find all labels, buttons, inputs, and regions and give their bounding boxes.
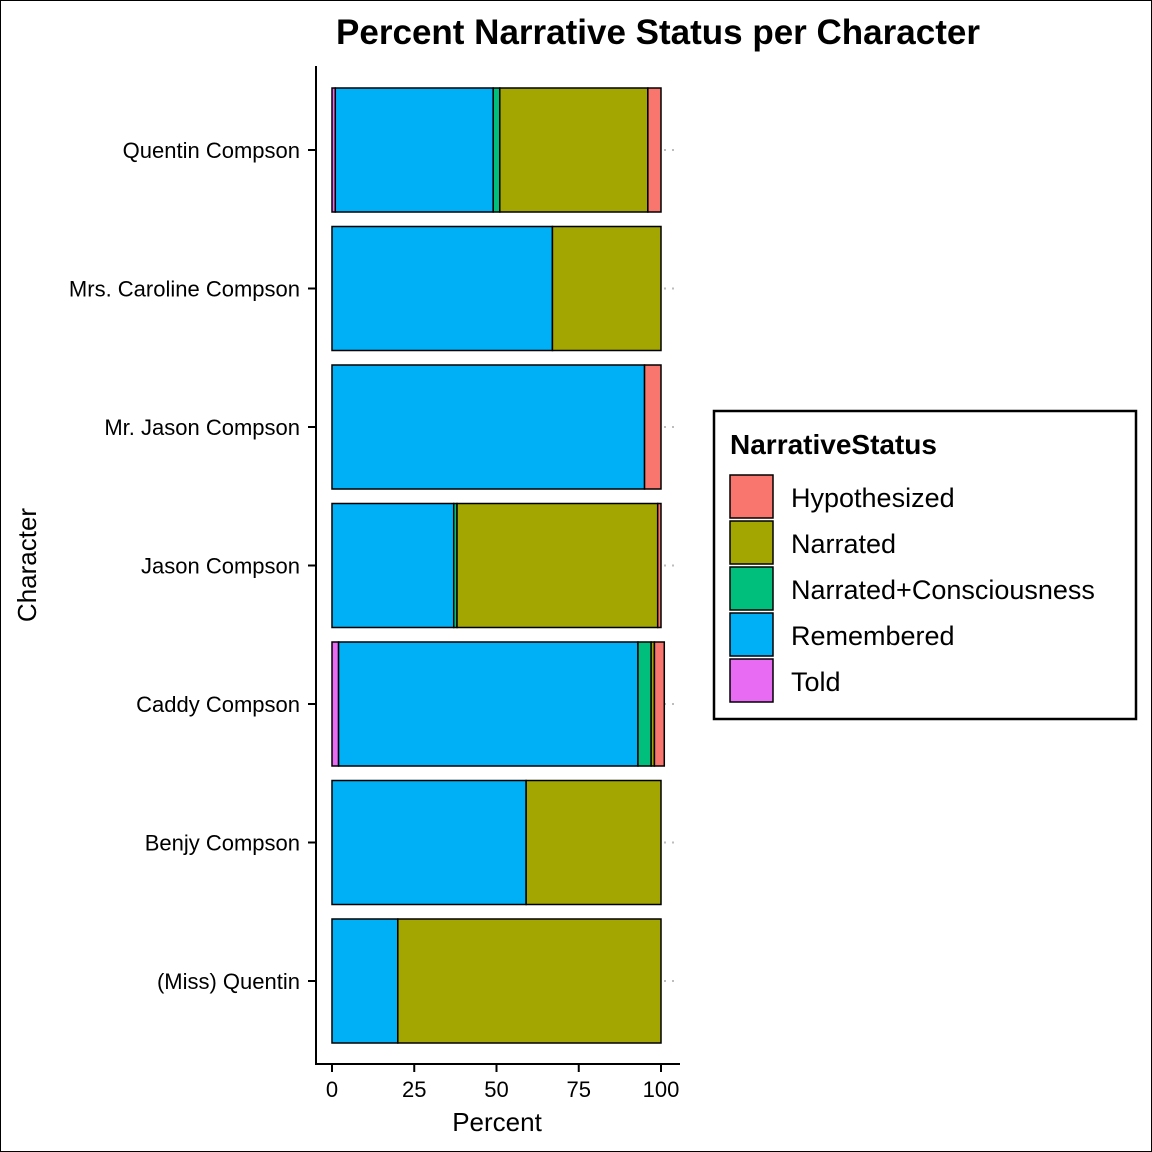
legend-title: NarrativeStatus <box>730 429 937 460</box>
bar-segment <box>334 87 494 213</box>
x-ticks-layer: 0 25 50 75 100 <box>326 1064 679 1102</box>
legend-label: Remembered <box>791 621 955 651</box>
bar-segment <box>656 502 662 629</box>
x-tick-label: 25 <box>402 1077 426 1102</box>
x-tick-label: 100 <box>643 1077 680 1102</box>
legend-label: Hypothesized <box>791 483 955 513</box>
bar-segment <box>337 641 639 767</box>
bar-segment <box>331 779 527 906</box>
y-tick-label: Jason Compson <box>141 554 300 579</box>
y-tick-label: Mr. Jason Compson <box>104 415 300 440</box>
bar-segment <box>397 918 662 1044</box>
y-tick-label: Caddy Compson <box>136 692 300 717</box>
legend-box <box>712 409 1138 721</box>
y-tick-label: Quentin Compson <box>123 138 300 163</box>
x-tick-label: 75 <box>567 1077 591 1102</box>
y-tick-label: (Miss) Quentin <box>157 969 300 994</box>
bar-segment <box>551 225 662 352</box>
legend-swatch <box>729 658 774 703</box>
bar-segment <box>525 779 662 906</box>
bar-segment <box>647 87 662 213</box>
x-axis-title: Percent <box>452 1107 542 1137</box>
legend-items: Hypothesized Narrated Narrated+Consciousne… <box>729 474 1095 703</box>
bar-segment <box>331 364 646 490</box>
legend-swatch <box>729 612 774 657</box>
legend-swatch <box>729 474 774 519</box>
y-tick-label: Mrs. Caroline Compson <box>69 277 300 302</box>
bar-segment <box>637 641 652 767</box>
bar-segment <box>456 502 659 629</box>
legend-label: Narrated+Consciousness <box>791 575 1095 605</box>
y-tick-label: Benjy Compson <box>145 831 300 856</box>
legend-swatch <box>729 520 774 565</box>
bar-segment <box>499 87 649 213</box>
bar-segment <box>331 641 340 767</box>
y-ticks-layer: (Miss) Quentin Benjy Compson Caddy Compson… <box>69 138 316 994</box>
chart-title: Percent Narrative Status per Character <box>336 13 980 52</box>
legend: NarrativeStatus Hypothesized Narrated Narr… <box>712 409 1138 721</box>
legend-label: Narrated <box>791 529 896 559</box>
bars-layer <box>331 87 680 1044</box>
bar-segment <box>653 641 666 767</box>
legend-label: Told <box>791 667 841 697</box>
x-tick-label: 50 <box>484 1077 508 1102</box>
bar-segment <box>331 918 399 1044</box>
bar-segment <box>643 364 662 490</box>
y-axis-title: Character <box>12 508 42 622</box>
bar-segment <box>331 225 554 352</box>
x-tick-label: 0 <box>326 1077 338 1102</box>
bar-segment <box>331 502 455 629</box>
legend-swatch <box>729 566 774 611</box>
bar-segment <box>492 87 501 213</box>
